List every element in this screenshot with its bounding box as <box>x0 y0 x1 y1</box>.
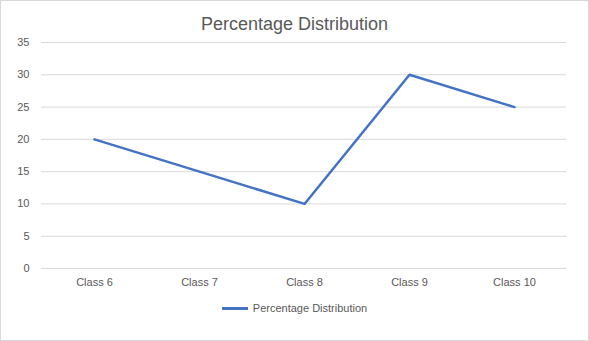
svg-text:35: 35 <box>17 36 29 48</box>
svg-text:25: 25 <box>17 101 29 113</box>
svg-text:Class 8: Class 8 <box>286 276 323 288</box>
svg-text:5: 5 <box>23 230 29 242</box>
svg-text:0: 0 <box>23 262 29 274</box>
html-text:Percentage Distribution: Percentage Distribution <box>252 302 368 314</box>
svg-text:Class 7: Class 7 <box>181 276 218 288</box>
svg-text:10: 10 <box>17 197 29 209</box>
svg-text:Class 9: Class 9 <box>391 276 428 288</box>
svg-text:30: 30 <box>17 68 29 80</box>
svg-text:Class 10: Class 10 <box>493 276 536 288</box>
svg-text:15: 15 <box>17 165 29 177</box>
svg-text:Class 6: Class 6 <box>76 276 113 288</box>
svg-text:20: 20 <box>17 133 29 145</box>
html-text:Percentage Distribution: Percentage Distribution <box>200 14 388 34</box>
